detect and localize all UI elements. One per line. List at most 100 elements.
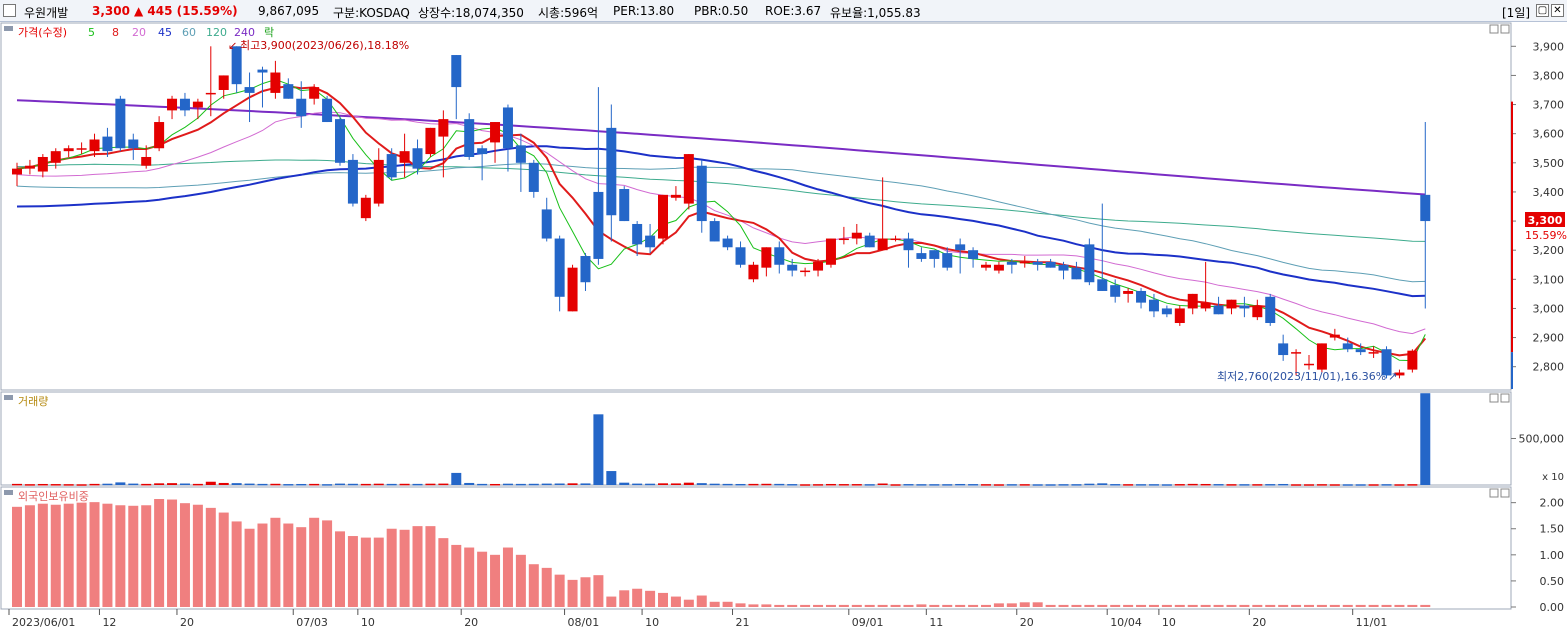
foreign-bar bbox=[63, 503, 74, 607]
volume-bar bbox=[89, 483, 100, 486]
foreign-bar bbox=[1032, 602, 1043, 607]
foreign-bar bbox=[386, 528, 397, 607]
volume-bar bbox=[1368, 484, 1379, 486]
candle-body bbox=[670, 194, 681, 198]
volume-bar bbox=[877, 483, 888, 486]
pane-min-icon[interactable] bbox=[1489, 488, 1499, 498]
volume-bar bbox=[515, 483, 526, 486]
pane-handle-icon[interactable] bbox=[4, 395, 13, 400]
foreign-bar bbox=[1084, 604, 1095, 607]
volume-bar bbox=[1316, 484, 1327, 486]
volume-bar bbox=[645, 483, 656, 486]
foreign-bar bbox=[851, 604, 862, 607]
price-tick-label: 3,100 bbox=[1533, 273, 1565, 286]
candle-body bbox=[244, 87, 255, 93]
foreign-bar bbox=[838, 604, 849, 607]
candle-body bbox=[1110, 285, 1121, 297]
annotations: ↙ 최고3,900(2023/06/26),18.18% 최저2,760(202… bbox=[228, 39, 1567, 383]
foreign-bar bbox=[1278, 604, 1289, 607]
volume-bar bbox=[24, 484, 35, 486]
foreign-bar bbox=[37, 503, 48, 607]
ma5-line bbox=[16, 78, 1426, 362]
volume-bar bbox=[12, 483, 22, 486]
volume-bar bbox=[309, 483, 320, 486]
foreign-bar bbox=[1161, 604, 1172, 607]
candle-body bbox=[993, 264, 1004, 271]
volume-bar bbox=[1342, 484, 1353, 486]
foreign-bar bbox=[399, 529, 410, 607]
last-price-tag-text: 3,300 bbox=[1528, 214, 1563, 227]
candle-body bbox=[141, 156, 152, 166]
volume-bar bbox=[425, 483, 436, 486]
candle-body bbox=[1071, 267, 1082, 280]
foreign-bar bbox=[1200, 604, 1211, 607]
candle-body bbox=[942, 253, 953, 268]
volume-bar bbox=[722, 483, 733, 486]
volume-bar bbox=[1110, 484, 1121, 486]
volume-bar bbox=[218, 482, 229, 485]
close-icon[interactable]: ✕ bbox=[1551, 4, 1564, 17]
foreign-bar bbox=[1265, 604, 1276, 607]
volume-bar bbox=[1174, 484, 1185, 486]
candle-body bbox=[347, 159, 358, 204]
volume-bar bbox=[1097, 483, 1108, 485]
foreign-tick-label: 0.00 bbox=[1540, 601, 1565, 614]
volume-bar bbox=[606, 471, 617, 485]
candle-body bbox=[89, 139, 100, 152]
pane-handle-icon[interactable] bbox=[4, 26, 13, 31]
pane-close-icon[interactable] bbox=[1500, 24, 1510, 34]
period-selector[interactable]: [1일] bbox=[1502, 6, 1531, 20]
date-tick-label: 2023/06/01 bbox=[12, 616, 75, 629]
foreign-bar bbox=[1291, 604, 1302, 607]
foreign-bar bbox=[270, 517, 281, 607]
volume-bar bbox=[141, 483, 152, 486]
volume-bar bbox=[192, 483, 203, 486]
volume-bar bbox=[322, 484, 333, 486]
candles bbox=[12, 46, 1431, 379]
foreign-bar bbox=[1239, 604, 1250, 607]
candle-body bbox=[968, 250, 979, 259]
candle-body bbox=[1226, 299, 1237, 309]
volume-bar bbox=[231, 483, 242, 485]
candle-body bbox=[825, 238, 836, 265]
candle-body bbox=[1420, 194, 1431, 222]
pane-close-icon[interactable] bbox=[1500, 393, 1510, 403]
volume-bar bbox=[1291, 484, 1302, 486]
checkbox-icon[interactable] bbox=[3, 4, 16, 17]
foreign-bar bbox=[1394, 604, 1405, 607]
pane-close-icon[interactable] bbox=[1500, 488, 1510, 498]
price-tick-label: 3,600 bbox=[1533, 128, 1565, 141]
volume-bar bbox=[670, 483, 681, 485]
ma120-line bbox=[16, 159, 1426, 242]
volume-bar bbox=[1006, 484, 1017, 486]
foreign-bar bbox=[1316, 604, 1327, 607]
foreign-bar bbox=[490, 554, 501, 607]
candle-body bbox=[231, 46, 242, 85]
foreign-bar bbox=[774, 604, 785, 607]
stock-chart: 가격(수정) 5 8 20 45 60 120 240 락 거래량 외국인보유비… bbox=[0, 22, 1567, 629]
restore-icon[interactable]: ▢ bbox=[1536, 4, 1549, 17]
foreign-bar bbox=[632, 588, 643, 607]
candle-body bbox=[1045, 261, 1056, 268]
foreign-bar bbox=[981, 604, 991, 607]
volume-bar bbox=[296, 483, 307, 486]
volume-bar bbox=[63, 484, 74, 486]
foreign-bar bbox=[477, 551, 488, 607]
pane-handle-icon[interactable] bbox=[4, 490, 13, 495]
current-price: 3,300 bbox=[92, 4, 130, 18]
date-tick-label: 11/01 bbox=[1356, 616, 1388, 629]
volume-bar bbox=[386, 483, 397, 486]
volume-bar bbox=[632, 483, 643, 486]
volume-bar bbox=[360, 483, 371, 486]
candle-body bbox=[1213, 305, 1224, 315]
candle-body bbox=[1342, 343, 1353, 350]
candle-body bbox=[1381, 349, 1392, 376]
pane-min-icon[interactable] bbox=[1489, 393, 1499, 403]
volume-bar bbox=[1394, 484, 1405, 486]
pane-min-icon[interactable] bbox=[1489, 24, 1499, 34]
candle-body bbox=[425, 127, 436, 155]
foreign-bar bbox=[593, 575, 604, 607]
candle-body bbox=[1278, 343, 1289, 356]
foreign-bar bbox=[1187, 604, 1198, 607]
volume-bar bbox=[1058, 484, 1069, 486]
